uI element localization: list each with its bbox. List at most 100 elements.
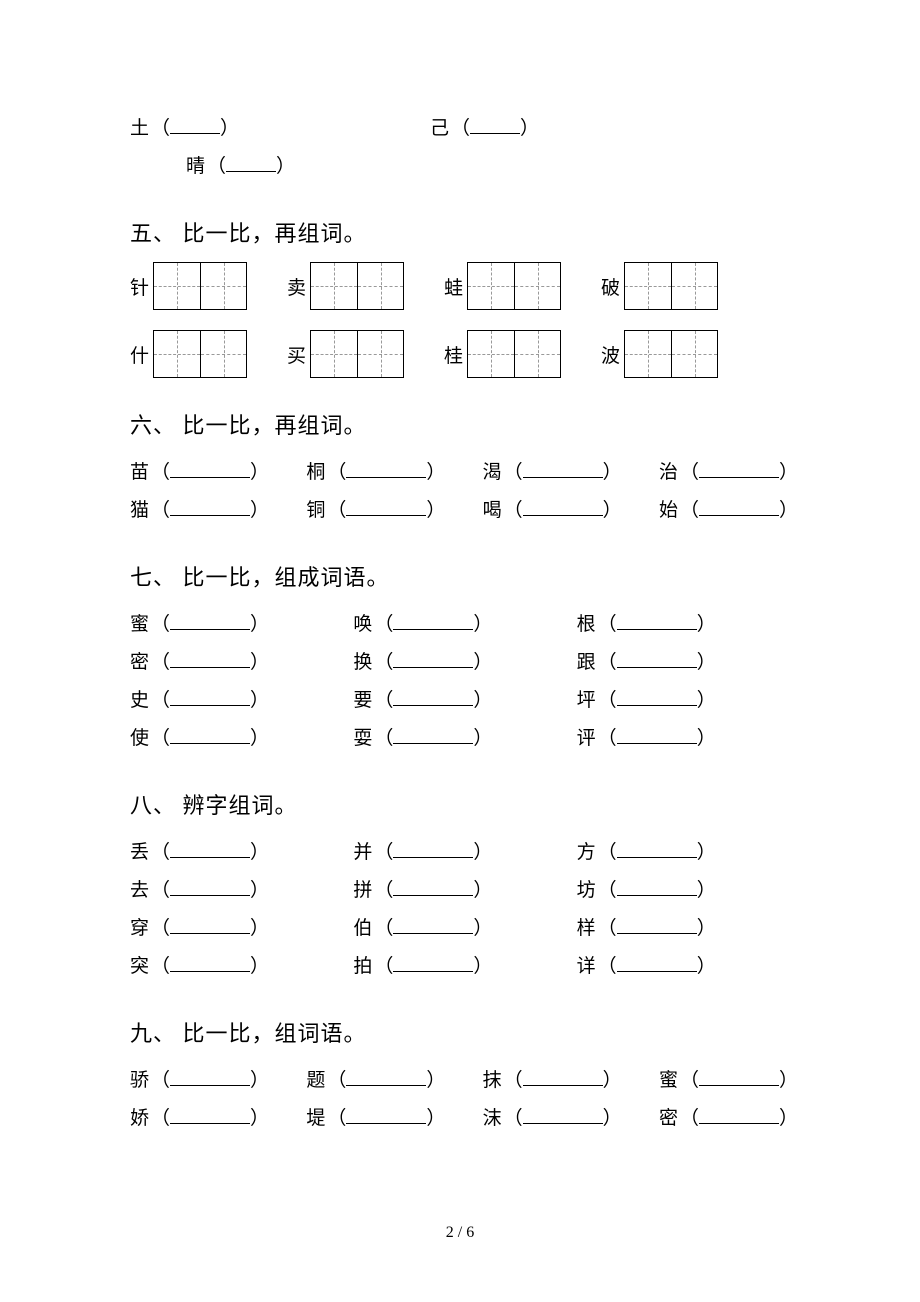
blank[interactable]: [617, 648, 697, 668]
blank[interactable]: [617, 686, 697, 706]
entry: 唤（）: [353, 606, 576, 644]
entry: 苗（）: [130, 454, 271, 492]
blank[interactable]: [699, 1066, 779, 1086]
blank[interactable]: [393, 686, 473, 706]
grid-item: 卖: [287, 262, 404, 310]
write-box[interactable]: [467, 262, 561, 310]
char: 铜: [306, 500, 325, 521]
blank[interactable]: [617, 914, 697, 934]
write-box[interactable]: [153, 262, 247, 310]
section-9-title: 九、 比一比，组词语。: [130, 1016, 800, 1048]
blank[interactable]: [523, 1104, 603, 1124]
char: 拍: [353, 956, 372, 977]
blank[interactable]: [170, 496, 250, 516]
blank[interactable]: [170, 610, 250, 630]
blank[interactable]: [170, 648, 250, 668]
blank[interactable]: [699, 458, 779, 478]
blank[interactable]: [170, 1104, 250, 1124]
entry: 题（）: [306, 1062, 447, 1100]
blank[interactable]: [523, 496, 603, 516]
blank[interactable]: [617, 952, 697, 972]
blank[interactable]: [617, 876, 697, 896]
write-box[interactable]: [153, 330, 247, 378]
grid-item: 什: [130, 330, 247, 378]
char: 喝: [483, 500, 502, 521]
blank[interactable]: [170, 114, 220, 134]
char: 跟: [577, 652, 596, 673]
char: 唤: [353, 614, 372, 635]
column: 方（）坊（）样（）详（）: [577, 834, 800, 986]
grid-char: 波: [601, 341, 620, 368]
entry: 评（）: [577, 720, 800, 758]
char: 坪: [577, 690, 596, 711]
blank[interactable]: [170, 876, 250, 896]
blank[interactable]: [170, 838, 250, 858]
blank[interactable]: [346, 458, 426, 478]
row: 猫（）铜（）喝（）始（）: [130, 492, 800, 530]
blank[interactable]: [699, 1104, 779, 1124]
blank[interactable]: [393, 838, 473, 858]
top-residual-row: 土（） 己（）: [130, 110, 800, 148]
entry: 堤（）: [306, 1100, 447, 1138]
entry: 去（）: [130, 872, 353, 910]
blank[interactable]: [393, 648, 473, 668]
entry: 渴（）: [483, 454, 624, 492]
top-indent-entry: 晴（）: [130, 148, 800, 186]
column: 根（）跟（）坪（）评（）: [577, 606, 800, 758]
grid-char: 破: [601, 273, 620, 300]
write-box[interactable]: [624, 262, 718, 310]
blank[interactable]: [393, 610, 473, 630]
blank[interactable]: [523, 458, 603, 478]
write-box[interactable]: [467, 330, 561, 378]
entry: 拼（）: [353, 872, 576, 910]
blank[interactable]: [393, 876, 473, 896]
entry: 密（）: [659, 1100, 800, 1138]
char-qing: 晴: [186, 156, 205, 177]
entry: 使（）: [130, 720, 353, 758]
entry: 喝（）: [483, 492, 624, 530]
write-box[interactable]: [310, 262, 404, 310]
blank[interactable]: [170, 1066, 250, 1086]
char: 堤: [306, 1108, 325, 1129]
blank[interactable]: [170, 914, 250, 934]
blank[interactable]: [393, 952, 473, 972]
grid-char: 蛙: [444, 273, 463, 300]
section-5-row-1: 针 卖 蛙 破: [130, 262, 800, 310]
blank[interactable]: [393, 914, 473, 934]
char: 要: [353, 690, 372, 711]
char: 骄: [130, 1070, 149, 1091]
char: 密: [659, 1108, 678, 1129]
section-9-body: 骄（）题（）抹（）蜜（）娇（）堤（）沫（）密（）: [130, 1062, 800, 1138]
write-box[interactable]: [624, 330, 718, 378]
char: 桐: [306, 462, 325, 483]
char: 苗: [130, 462, 149, 483]
column: 唤（）换（）要（）耍（）: [353, 606, 576, 758]
blank[interactable]: [617, 838, 697, 858]
grid-item: 破: [601, 262, 718, 310]
entry: 始（）: [659, 492, 800, 530]
entry: 铜（）: [306, 492, 447, 530]
blank[interactable]: [470, 114, 520, 134]
write-box[interactable]: [310, 330, 404, 378]
blank[interactable]: [346, 1104, 426, 1124]
blank[interactable]: [226, 152, 276, 172]
blank[interactable]: [617, 724, 697, 744]
blank[interactable]: [346, 1066, 426, 1086]
blank[interactable]: [523, 1066, 603, 1086]
entry: 骄（）: [130, 1062, 271, 1100]
row: 苗（）桐（）渴（）治（）: [130, 454, 800, 492]
char: 抹: [483, 1070, 502, 1091]
entry: 详（）: [577, 948, 800, 986]
blank[interactable]: [170, 458, 250, 478]
column: 丢（）去（）穿（）突（）: [130, 834, 353, 986]
blank[interactable]: [170, 952, 250, 972]
char: 始: [659, 500, 678, 521]
blank[interactable]: [617, 610, 697, 630]
blank[interactable]: [170, 686, 250, 706]
entry: 换（）: [353, 644, 576, 682]
char-ji: 己: [430, 118, 449, 139]
blank[interactable]: [699, 496, 779, 516]
blank[interactable]: [170, 724, 250, 744]
blank[interactable]: [393, 724, 473, 744]
blank[interactable]: [346, 496, 426, 516]
